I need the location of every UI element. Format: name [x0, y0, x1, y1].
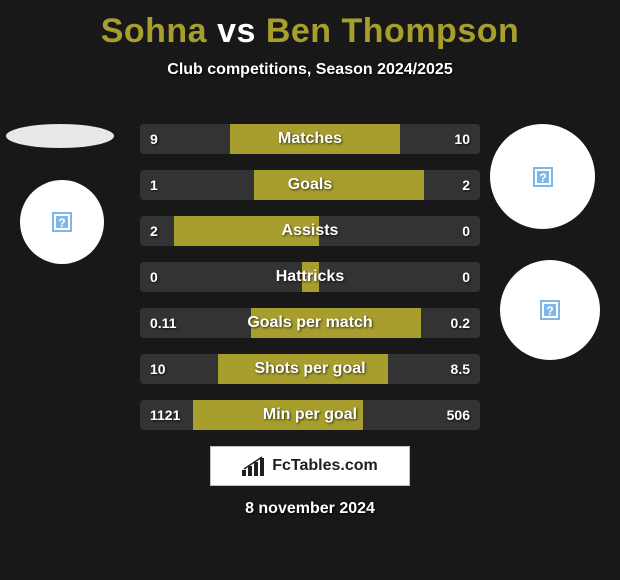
svg-text:?: ?: [58, 216, 65, 230]
player2-avatar: ?: [490, 124, 595, 229]
svg-text:?: ?: [546, 304, 553, 318]
stat-value-left: 2: [150, 216, 158, 246]
placeholder-icon: ?: [540, 300, 560, 320]
stat-value-left: 1: [150, 170, 158, 200]
stat-value-left: 9: [150, 124, 158, 154]
stat-label: Matches: [140, 124, 480, 154]
stat-row: Goals1 2: [140, 170, 480, 200]
player2-club-avatar: ?: [500, 260, 600, 360]
stat-value-right: 10: [454, 124, 470, 154]
bar-chart-icon: [242, 456, 266, 476]
page-title: Sohna vs Ben Thompson: [0, 0, 620, 51]
placeholder-icon: ?: [52, 212, 72, 232]
stat-value-right: 0: [462, 262, 470, 292]
stat-label: Goals: [140, 170, 480, 200]
stat-label: Min per goal: [140, 400, 480, 430]
placeholder-icon: ?: [533, 167, 553, 187]
player1-avatar: ?: [20, 180, 104, 264]
stat-row: Assists2 0: [140, 216, 480, 246]
brand-text: FcTables.com: [272, 457, 378, 475]
stat-value-right: 8.5: [451, 354, 470, 384]
svg-text:?: ?: [539, 171, 546, 185]
vs-label: vs: [217, 12, 256, 50]
player2-name: Ben Thompson: [266, 12, 519, 50]
stat-value-right: 0: [462, 216, 470, 246]
stat-value-right: 2: [462, 170, 470, 200]
subtitle: Club competitions, Season 2024/2025: [0, 61, 620, 79]
stat-row: Matches9 10: [140, 124, 480, 154]
brand-box: FcTables.com: [210, 446, 410, 486]
stat-label: Shots per goal: [140, 354, 480, 384]
stat-value-left: 10: [150, 354, 166, 384]
decorative-ellipse: [6, 124, 114, 148]
stat-value-right: 0.2: [451, 308, 470, 338]
stat-row: Min per goal1121 506: [140, 400, 480, 430]
stat-label: Assists: [140, 216, 480, 246]
stat-value-right: 506: [447, 400, 470, 430]
stat-value-left: 0.11: [150, 308, 176, 338]
stat-row: Shots per goal10 8.5: [140, 354, 480, 384]
stat-label: Goals per match: [140, 308, 480, 338]
stat-row: Goals per match0.11 0.2: [140, 308, 480, 338]
stat-row: Hattricks0 0: [140, 262, 480, 292]
stat-value-left: 0: [150, 262, 158, 292]
stats-chart: Matches910Goals12Assists20Hattricks00Goa…: [140, 124, 480, 446]
stat-label: Hattricks: [140, 262, 480, 292]
footer-date: 8 november 2024: [0, 500, 620, 518]
player1-name: Sohna: [101, 12, 207, 50]
stat-value-left: 1121: [150, 400, 180, 430]
